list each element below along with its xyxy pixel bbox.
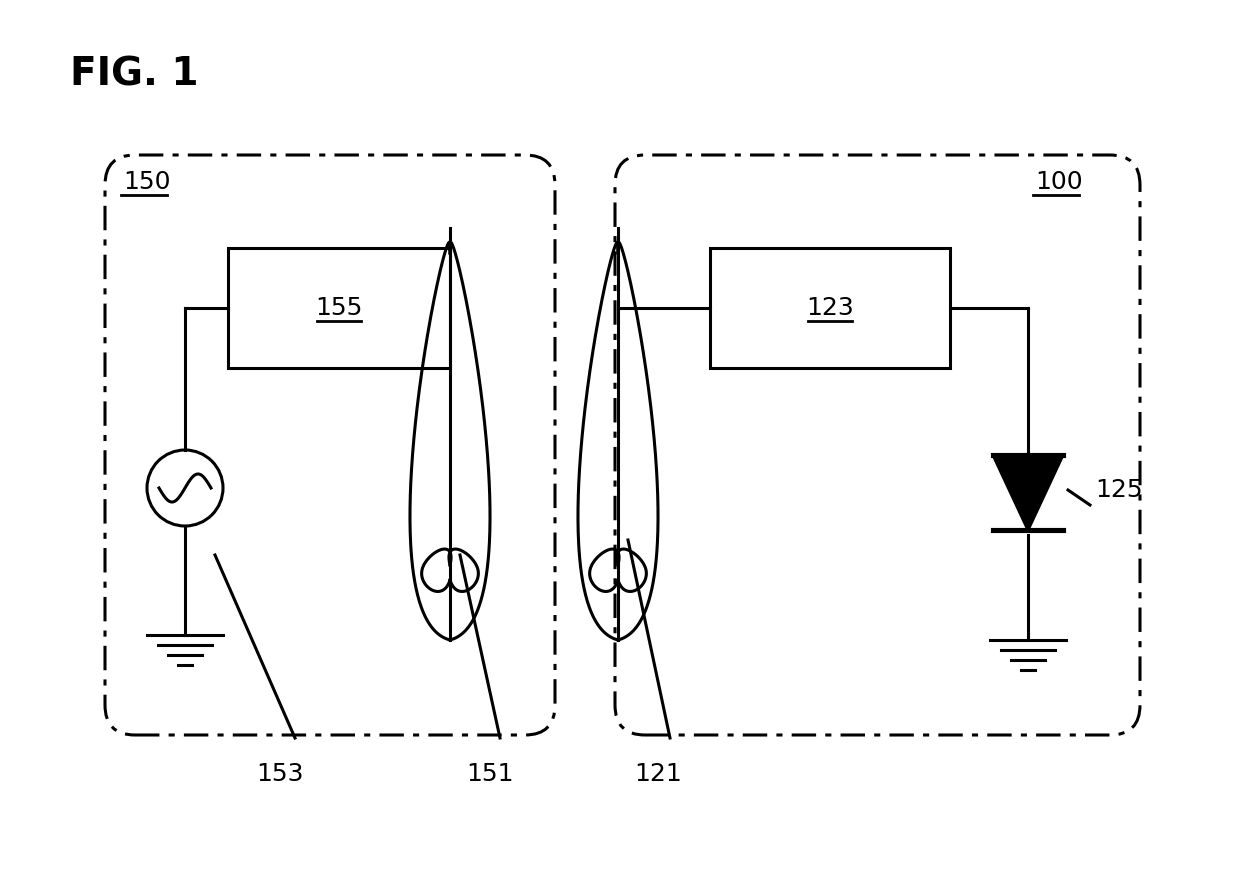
Text: 150: 150 [123, 170, 171, 194]
Text: 125: 125 [1095, 478, 1142, 502]
Text: 100: 100 [1035, 170, 1083, 194]
Polygon shape [993, 455, 1063, 530]
Bar [711, 248, 950, 368]
Text: 121: 121 [634, 762, 682, 786]
Text: FIG. 1: FIG. 1 [69, 55, 198, 93]
Text: 153: 153 [257, 762, 304, 786]
Bar [228, 248, 450, 368]
Text: 151: 151 [466, 762, 513, 786]
Text: 123: 123 [806, 296, 854, 320]
Text: 155: 155 [315, 296, 362, 320]
